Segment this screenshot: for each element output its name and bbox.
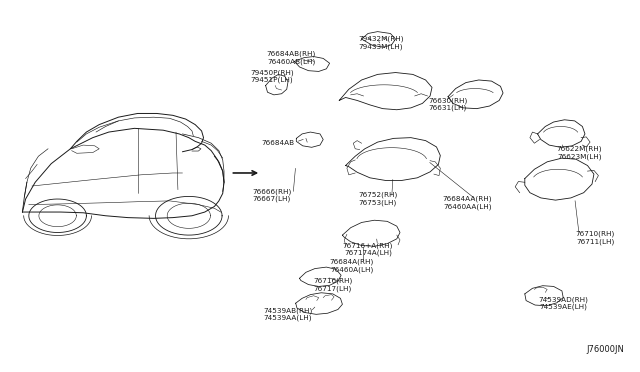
- Text: J76000JN: J76000JN: [586, 345, 624, 354]
- Text: 76684A(RH)
76460A(LH): 76684A(RH) 76460A(LH): [330, 259, 374, 273]
- Text: 76716(RH)
76717(LH): 76716(RH) 76717(LH): [313, 278, 353, 292]
- Text: 76752(RH)
76753(LH): 76752(RH) 76753(LH): [358, 192, 397, 206]
- Text: 79450P(RH)
79451P(LH): 79450P(RH) 79451P(LH): [250, 69, 294, 83]
- Text: 74539AB(RH)
74539AA(LH): 74539AB(RH) 74539AA(LH): [264, 307, 312, 321]
- Text: 76630(RH)
76631(LH): 76630(RH) 76631(LH): [428, 97, 468, 111]
- Text: 76622M(RH)
76623M(LH): 76622M(RH) 76623M(LH): [556, 145, 602, 160]
- Text: 76684AB(RH)
76460AB(LH): 76684AB(RH) 76460AB(LH): [267, 51, 316, 65]
- Text: 76684AB: 76684AB: [262, 140, 295, 146]
- Text: 76716+A(RH)
767174A(LH): 76716+A(RH) 767174A(LH): [343, 242, 393, 256]
- Text: 79432M(RH)
79433M(LH): 79432M(RH) 79433M(LH): [358, 36, 404, 50]
- Text: 74539AD(RH)
74539AE(LH): 74539AD(RH) 74539AE(LH): [538, 296, 588, 310]
- Text: 76710(RH)
76711(LH): 76710(RH) 76711(LH): [575, 231, 615, 245]
- Text: 76684AA(RH)
76460AA(LH): 76684AA(RH) 76460AA(LH): [442, 196, 492, 210]
- Text: 76666(RH)
76667(LH): 76666(RH) 76667(LH): [252, 188, 292, 202]
